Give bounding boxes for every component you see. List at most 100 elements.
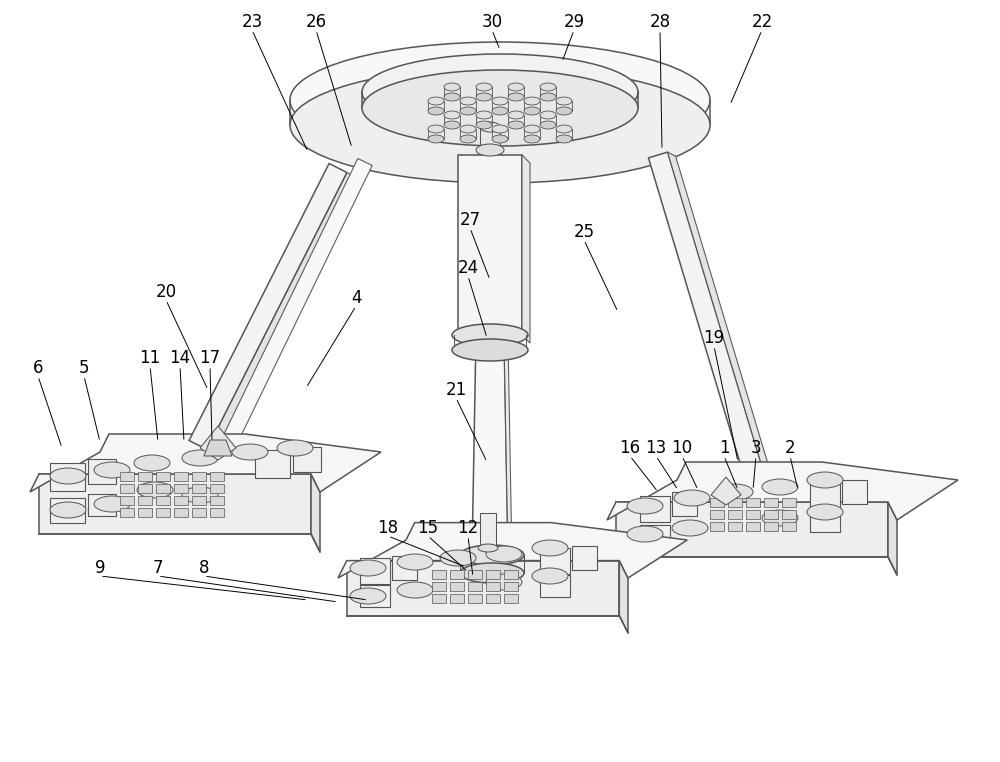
Bar — [486, 570, 500, 579]
Bar — [710, 498, 724, 507]
Ellipse shape — [807, 504, 843, 520]
Text: 14: 14 — [169, 349, 191, 367]
Bar — [640, 525, 670, 547]
Text: 2: 2 — [785, 439, 795, 457]
Ellipse shape — [486, 574, 522, 590]
Ellipse shape — [524, 97, 540, 105]
Bar — [540, 548, 570, 574]
Bar — [432, 570, 446, 579]
Text: 4: 4 — [351, 289, 361, 307]
Ellipse shape — [476, 83, 492, 91]
Ellipse shape — [674, 490, 710, 506]
Bar — [174, 484, 188, 493]
Bar — [468, 570, 482, 579]
Ellipse shape — [508, 83, 524, 91]
Ellipse shape — [444, 121, 460, 129]
Ellipse shape — [556, 125, 572, 133]
Ellipse shape — [137, 482, 173, 498]
Ellipse shape — [428, 107, 444, 115]
Ellipse shape — [762, 479, 798, 495]
Bar — [120, 508, 134, 517]
Text: 6: 6 — [33, 359, 43, 377]
Bar — [486, 594, 500, 603]
Ellipse shape — [460, 125, 476, 133]
Ellipse shape — [94, 462, 130, 478]
Ellipse shape — [460, 563, 524, 583]
Polygon shape — [204, 440, 232, 456]
Ellipse shape — [50, 502, 86, 518]
Bar — [468, 594, 482, 603]
Bar — [156, 484, 170, 493]
Ellipse shape — [428, 97, 444, 105]
Bar — [728, 510, 742, 519]
Ellipse shape — [428, 135, 444, 143]
Ellipse shape — [508, 121, 524, 129]
Bar — [255, 450, 290, 478]
Text: 30: 30 — [481, 13, 503, 31]
Polygon shape — [30, 434, 381, 492]
Ellipse shape — [556, 97, 572, 105]
Ellipse shape — [476, 93, 492, 101]
Polygon shape — [311, 474, 320, 552]
Ellipse shape — [460, 135, 476, 143]
Bar — [450, 594, 464, 603]
Bar — [88, 494, 116, 516]
Bar — [504, 582, 518, 591]
Bar — [810, 483, 840, 509]
Ellipse shape — [444, 111, 460, 119]
Text: 10: 10 — [671, 439, 693, 457]
Polygon shape — [619, 561, 628, 633]
Polygon shape — [504, 335, 512, 559]
Ellipse shape — [492, 125, 508, 133]
Bar — [432, 594, 446, 603]
Ellipse shape — [444, 93, 460, 101]
Ellipse shape — [134, 455, 170, 471]
Ellipse shape — [350, 560, 386, 576]
Polygon shape — [338, 523, 687, 578]
Polygon shape — [616, 502, 888, 557]
Bar — [782, 498, 796, 507]
Polygon shape — [189, 164, 347, 450]
Ellipse shape — [627, 498, 663, 514]
Bar — [672, 492, 697, 516]
Bar — [192, 472, 206, 481]
Ellipse shape — [486, 546, 522, 562]
Ellipse shape — [476, 121, 492, 129]
Text: 11: 11 — [139, 349, 161, 367]
Bar — [710, 510, 724, 519]
Ellipse shape — [428, 125, 444, 133]
Polygon shape — [888, 502, 897, 575]
Bar — [293, 447, 321, 472]
Text: 15: 15 — [417, 519, 439, 537]
Bar — [842, 480, 867, 504]
Bar — [174, 472, 188, 481]
Bar — [710, 522, 724, 531]
Text: 23: 23 — [241, 13, 263, 31]
Bar — [540, 575, 570, 597]
Polygon shape — [207, 172, 355, 453]
Ellipse shape — [717, 484, 753, 500]
Ellipse shape — [444, 83, 460, 91]
Polygon shape — [472, 335, 508, 555]
Bar — [156, 508, 170, 517]
Bar — [504, 570, 518, 579]
Bar — [156, 472, 170, 481]
Text: 17: 17 — [199, 349, 221, 367]
Ellipse shape — [362, 70, 638, 146]
Ellipse shape — [277, 440, 313, 456]
Bar — [138, 508, 152, 517]
Bar — [120, 472, 134, 481]
Ellipse shape — [556, 107, 572, 115]
Bar — [50, 463, 85, 491]
Bar — [746, 522, 760, 531]
Ellipse shape — [492, 97, 508, 105]
Text: 18: 18 — [377, 519, 399, 537]
Ellipse shape — [492, 135, 508, 143]
Ellipse shape — [532, 540, 568, 556]
Polygon shape — [39, 474, 311, 534]
Ellipse shape — [478, 544, 498, 552]
Text: 3: 3 — [751, 439, 761, 457]
Text: 7: 7 — [153, 559, 163, 577]
Ellipse shape — [807, 472, 843, 488]
Bar — [810, 510, 840, 532]
